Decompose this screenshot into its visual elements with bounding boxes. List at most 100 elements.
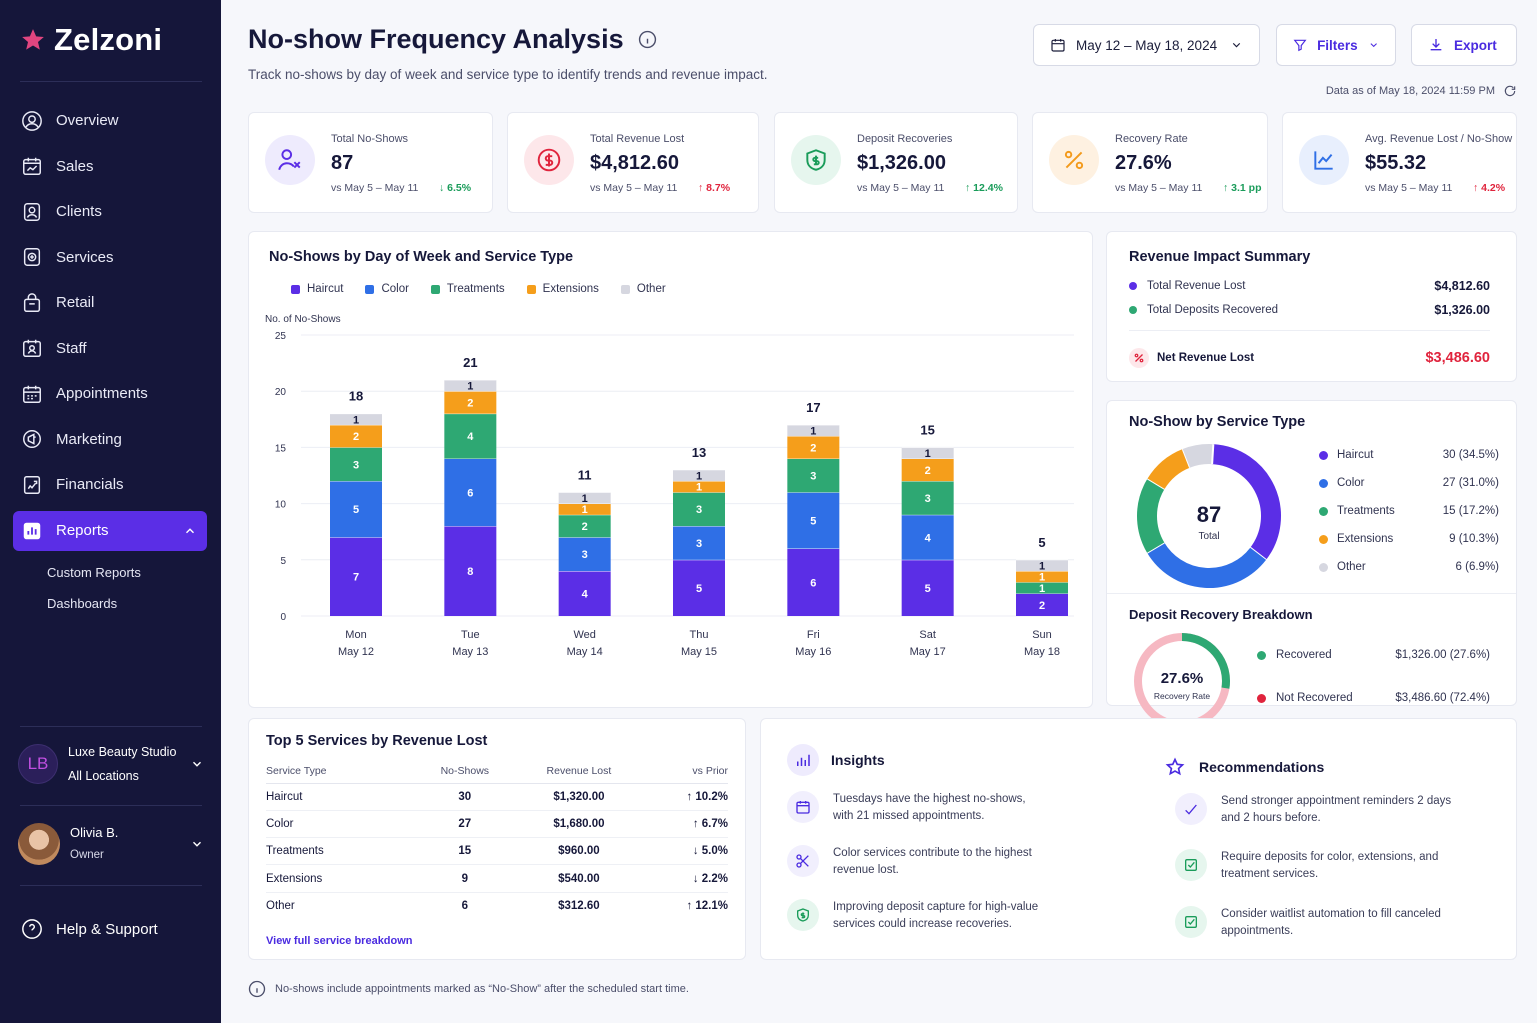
nav-item-sales[interactable]: Sales [13, 144, 207, 190]
donut-slice[interactable] [1147, 542, 1267, 588]
legend-item[interactable]: Treatments [430, 283, 505, 295]
bar-segment[interactable] [444, 391, 497, 414]
bar-segment[interactable] [558, 537, 611, 572]
table-row[interactable]: Extensions 9 $540.00 ↓ 2.2% [266, 864, 728, 893]
nav-item-clients[interactable]: Clients [13, 189, 207, 235]
bar-segment[interactable] [673, 469, 725, 482]
legend-item[interactable]: Other [620, 283, 666, 295]
bar-segment[interactable] [1016, 593, 1068, 616]
subnav-dashboards[interactable]: Dashboards [47, 595, 118, 611]
bar-segment[interactable] [901, 481, 954, 515]
nav-item-financials[interactable]: Financials [13, 462, 207, 508]
bar-segment[interactable] [673, 559, 725, 616]
bar-segment[interactable] [901, 458, 954, 482]
service-legend-row[interactable]: Other 6 (6.9%) [1319, 553, 1499, 581]
user-menu[interactable]: Olivia B. Owner [18, 822, 204, 866]
bar-segment[interactable] [787, 458, 840, 493]
nav-item-staff[interactable]: Staff [13, 326, 207, 372]
bar-segment[interactable] [330, 424, 382, 448]
legend-dot [1319, 478, 1328, 488]
bar-segment[interactable] [558, 514, 611, 538]
bar-segment[interactable] [330, 447, 382, 482]
kpi-value: $55.32 [1365, 152, 1427, 174]
nav-item-appointments[interactable]: Appointments [13, 371, 207, 417]
legend-item[interactable]: Extensions [526, 283, 599, 295]
date-range-picker[interactable]: May 12 – May 18, 2024 [1033, 24, 1260, 66]
nav-item-reports[interactable]: Reports [13, 510, 207, 551]
service-legend-row[interactable]: Haircut 30 (34.5%) [1319, 441, 1499, 469]
nav-item-marketing[interactable]: Marketing [13, 417, 207, 463]
help-circle-icon [22, 919, 42, 939]
bar-segment[interactable] [901, 559, 954, 616]
table-row[interactable]: Treatments 15 $960.00 ↓ 5.0% [266, 837, 728, 866]
staff-icon [23, 340, 41, 358]
kpi-compare: vs May 5 – May 11 [331, 182, 419, 194]
bar-segment[interactable] [787, 424, 840, 437]
info-icon[interactable] [638, 30, 657, 49]
insight-text: Tuesdays have the highest no-shows, with… [833, 793, 1026, 822]
bar-segment[interactable] [787, 492, 840, 549]
bar-segment[interactable] [673, 492, 725, 527]
table-row[interactable]: Haircut 30 $1,320.00 ↑ 10.2% [266, 783, 728, 811]
bar-segment[interactable] [1016, 571, 1068, 583]
bar-segment[interactable] [1016, 559, 1068, 572]
donut-slice[interactable] [1211, 444, 1281, 560]
bar-segment[interactable] [901, 447, 954, 459]
nav-item-overview[interactable]: Overview [13, 98, 207, 144]
bar-segment[interactable] [444, 413, 497, 459]
donut-slice[interactable] [1137, 478, 1165, 553]
legend-item[interactable]: Haircut [291, 283, 343, 295]
nav-item-retail[interactable]: Retail [13, 280, 207, 326]
col-header: Service Type [266, 759, 416, 784]
table-row[interactable]: Color 27 $1,680.00 ↑ 6.7% [266, 810, 728, 839]
arrow-up-icon: ↑ [1223, 182, 1232, 194]
bar-total-label: 21 [463, 355, 477, 370]
bar-segment[interactable] [787, 436, 840, 459]
help-support-link[interactable]: Help & Support [21, 918, 158, 940]
view-breakdown-link[interactable]: View full service breakdown [266, 935, 413, 947]
refresh-icon[interactable] [1503, 84, 1517, 98]
service-value: 15 (17.2%) [1442, 505, 1499, 517]
legend-swatch [620, 284, 630, 294]
filters-button[interactable]: Filters [1276, 24, 1396, 66]
table-row[interactable]: Other 6 $312.60 ↑ 12.1% [266, 892, 728, 919]
x-tick-date: May 17 [910, 646, 946, 658]
page-subtitle: Track no-shows by day of week and servic… [248, 67, 768, 82]
legend-item[interactable]: Color [365, 283, 409, 295]
nav-item-services[interactable]: Services [13, 235, 207, 281]
donut-slice[interactable] [1147, 448, 1191, 490]
export-button[interactable]: Export [1411, 24, 1517, 66]
user-circle-icon [22, 110, 42, 131]
org-switcher[interactable]: LB Luxe Beauty Studio All Locations [18, 740, 204, 788]
change-value: 12.1% [695, 900, 728, 913]
bar-segment[interactable] [673, 526, 725, 560]
subnav-custom-reports[interactable]: Custom Reports [47, 564, 141, 580]
col-header: No-Shows [416, 759, 514, 784]
bar-segment[interactable] [330, 481, 382, 538]
rev-label: Total Revenue Lost [1147, 280, 1246, 292]
bar-value-label: 1 [696, 471, 702, 483]
bar-value-label: 2 [925, 465, 931, 477]
revenue-impact-title: Revenue Impact Summary [1129, 249, 1311, 265]
bar-segment[interactable] [901, 514, 954, 560]
bar-segment[interactable] [444, 526, 497, 616]
bar-segment[interactable] [787, 548, 840, 616]
cell-noshows: 27 [416, 810, 514, 839]
bar-segment[interactable] [558, 571, 611, 616]
bar-segment[interactable] [444, 379, 497, 392]
brand-logo[interactable]: Zelzoni [20, 22, 162, 58]
kpi-card: Avg. Revenue Lost / No-Show $55.32 vs May … [1282, 112, 1517, 213]
bar-segment[interactable] [673, 481, 725, 493]
cell-service: Color [266, 810, 416, 839]
service-legend-row[interactable]: Color 27 (31.0%) [1319, 469, 1499, 497]
bar-segment[interactable] [330, 413, 382, 425]
donut-slice[interactable] [1182, 444, 1214, 468]
bar-segment[interactable] [1016, 582, 1068, 594]
bar-segment[interactable] [444, 458, 497, 527]
service-legend-row[interactable]: Extensions 9 (10.3%) [1319, 525, 1499, 553]
bar-segment[interactable] [330, 537, 382, 616]
service-legend-row[interactable]: Treatments 15 (17.2%) [1319, 497, 1499, 525]
bar-segment[interactable] [558, 503, 611, 515]
bar-segment[interactable] [558, 492, 611, 504]
bar-value-label: 1 [353, 414, 359, 426]
